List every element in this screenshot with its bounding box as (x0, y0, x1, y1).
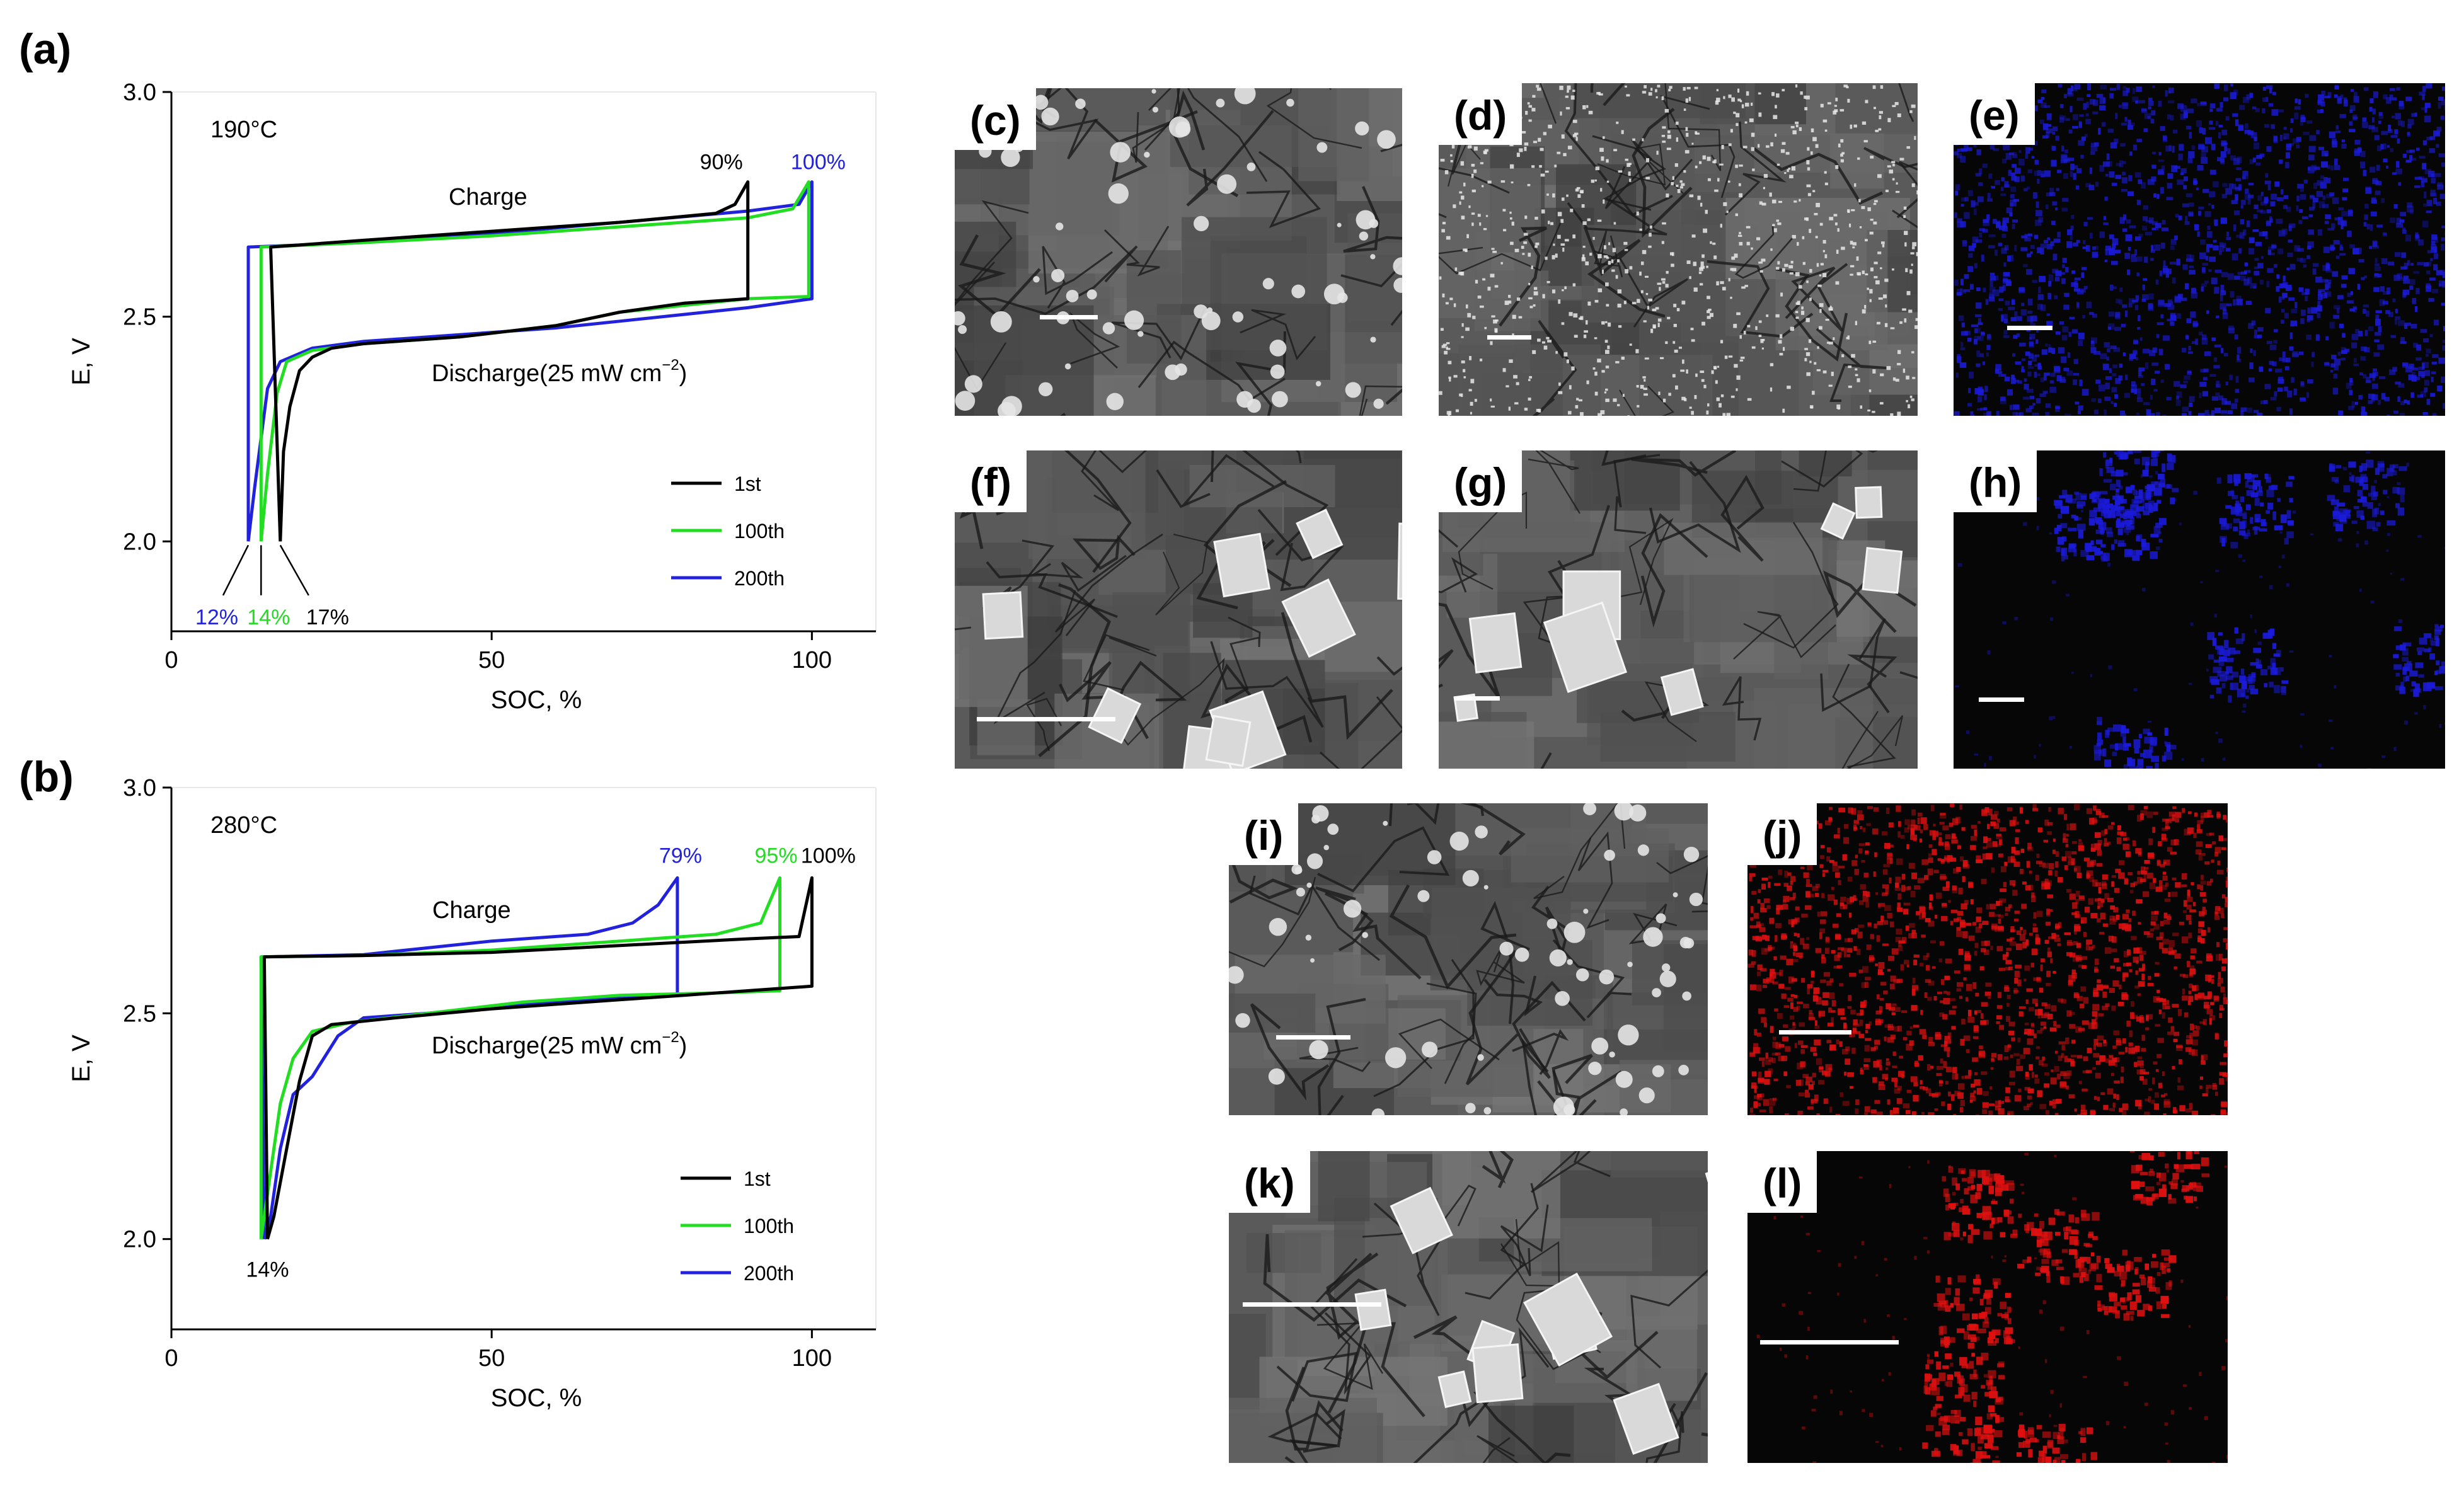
eds-map-e: (e) (1954, 83, 2445, 416)
charge-label: Charge (432, 897, 511, 924)
y-tick-label-1: 2.5 (123, 304, 156, 331)
start-arrow-1st (279, 544, 309, 596)
end-soc-label-100th: 95% (755, 844, 798, 868)
x-tick-label-0: 0 (164, 1345, 178, 1372)
scale-bar-f (977, 717, 1115, 721)
series-line-1st-b (262, 876, 814, 1240)
x-tick-label-2: 100 (792, 647, 832, 674)
y-tick-label-0: 2.0 (123, 529, 156, 555)
scale-bar-c (1040, 315, 1098, 319)
panel-label-l: (l) (1747, 1151, 1817, 1213)
sem-image-g: (g) (1439, 450, 1918, 769)
x-axis-label: SOC, % (491, 1384, 582, 1412)
scale-bar-d (1487, 335, 1531, 340)
chart-b: 0 50 100 2.0 2.5 3.0 SOC, % E, V 280°C 1st 100th 20… (67, 775, 877, 1412)
eds-map-j: (j) (1747, 803, 2228, 1115)
panel-label-a: (a) (11, 25, 79, 73)
sem-image-d: (d) (1439, 83, 1918, 416)
series-line-200th-a (246, 180, 814, 542)
start-soc-label-100th: 14% (247, 605, 290, 629)
x-tick-label-1: 50 (478, 1345, 505, 1372)
panel-label-e: (e) (1954, 83, 2035, 145)
scale-bar-j (1779, 1030, 1851, 1035)
start-arrow-200th (222, 544, 250, 596)
discharge-label: Discharge(25 mW cm−2) (432, 357, 687, 387)
legend-label-1st: 1st (744, 1167, 771, 1190)
y-tick-label-0: 2.0 (123, 1227, 156, 1253)
scale-bar-g (1454, 696, 1500, 701)
legend-label-200th: 200th (734, 567, 785, 590)
scale-bar-h (1979, 697, 2024, 702)
y-axis-label: E, V (67, 338, 95, 386)
eds-map-h: (h) (1954, 450, 2445, 769)
scale-bar-k (1243, 1302, 1381, 1307)
end-soc-label-200th: 100% (791, 151, 846, 175)
panel-label-h: (h) (1954, 450, 2037, 512)
legend-label-1st: 1st (734, 473, 761, 495)
x-tick-label-2: 100 (792, 1345, 832, 1372)
panel-label-f: (f) (955, 450, 1027, 512)
start-soc-label-200th: 12% (195, 605, 238, 629)
eds-map-l: (l) (1747, 1151, 2228, 1463)
discharge-label: Discharge(25 mW cm−2) (432, 1029, 687, 1059)
start-soc-label-1st: 17% (306, 605, 349, 629)
sem-image-i: (i) (1229, 803, 1708, 1115)
series-line-200th-b (259, 876, 679, 1240)
panel-label-c: (c) (955, 88, 1036, 150)
y-axis-label: E, V (67, 1035, 95, 1082)
series-line-1st-a (269, 180, 750, 542)
charge-label: Charge (449, 184, 527, 210)
end-soc-label-1st: 90% (700, 151, 743, 175)
scale-bar-l (1760, 1340, 1899, 1345)
y-tick-label-2: 3.0 (123, 775, 156, 801)
end-soc-label-1st: 100% (801, 844, 856, 868)
panel-label-i: (i) (1229, 803, 1299, 865)
temperature-label: 190°C (210, 117, 277, 143)
scale-bar-e (2007, 326, 2052, 330)
scale-bar-i (1276, 1035, 1350, 1040)
panel-label-g: (g) (1439, 450, 1523, 512)
panel-label-b: (b) (11, 753, 81, 801)
legend-label-100th: 100th (734, 520, 785, 542)
x-tick-label-0: 0 (164, 647, 178, 674)
sem-image-k: (k) (1229, 1151, 1708, 1463)
panel-label-d: (d) (1439, 83, 1523, 145)
y-tick-label-1: 2.5 (123, 1001, 156, 1027)
legend-label-200th: 200th (744, 1262, 794, 1285)
x-axis-label: SOC, % (491, 686, 582, 714)
x-tick-label-1: 50 (478, 647, 505, 674)
panel-label-k: (k) (1229, 1151, 1310, 1213)
legend-label-100th: 100th (744, 1215, 794, 1237)
sem-image-f: (f) (955, 450, 1402, 769)
panel-label-j: (j) (1747, 803, 1817, 865)
chart-a: 0 50 100 2.0 2.5 3.0 SOC, % E, V 190°C 1st 100th 20… (67, 79, 877, 714)
temperature-label: 280°C (210, 812, 277, 839)
y-tick-label-2: 3.0 (123, 79, 156, 106)
start-soc-label: 14% (246, 1258, 289, 1282)
sem-image-c: (c) (955, 88, 1402, 416)
end-soc-label-200th: 79% (659, 844, 702, 868)
